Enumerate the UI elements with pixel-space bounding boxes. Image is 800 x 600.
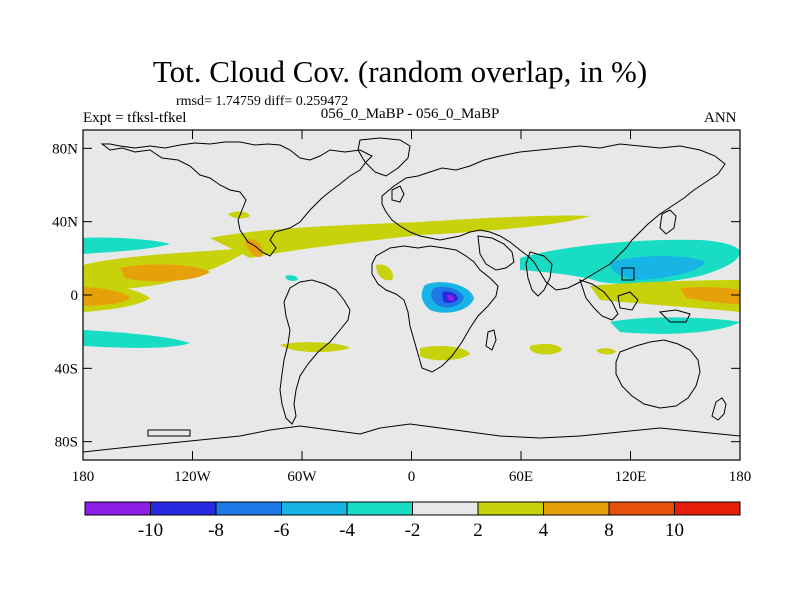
colorbar-label: 4 [539,520,549,541]
colorbar-swatch-6 [477,501,544,516]
anomaly-contours [83,211,740,361]
lat-tick-label: 0 [71,288,79,304]
colorbar-label: -4 [339,520,355,541]
colorbar-label: -10 [138,520,163,541]
colorbar-label: 10 [665,520,684,541]
colorbar-swatch-7 [543,501,610,516]
lon-tick-label: 120E [615,469,647,485]
lat-tick-label: 40N [52,215,78,231]
anomaly-eq-east-strong [680,287,740,304]
colorbar-swatch-3 [281,501,348,516]
colorbar-swatch-9 [674,501,741,516]
anomaly-pacific-west-strong [120,264,210,282]
antarctica-coast [83,423,740,453]
page-title: Tot. Cloud Cov. (random overlap, in %) [152,54,648,89]
anomaly-africa-neg-center [447,294,455,301]
anomaly-southern-dot [596,348,616,355]
case-label: 056_0_MaBP - 056_0_MaBP [320,106,500,122]
lon-tick-label: 60E [509,469,533,485]
anomaly-north-pac-dot [228,211,250,219]
anomaly-southeast-pacific [280,342,350,353]
colorbar-swatch-4 [346,501,413,516]
experiment-label: Expt = tfksl-tfkel [83,110,187,126]
colorbar-swatch-5 [412,501,479,516]
uk-coast [391,185,405,203]
colorbar: -10 -8 -6 -4 -2 2 4 8 10 [84,501,741,541]
season-label: ANN [704,110,737,126]
colorbar-label: -6 [274,520,290,541]
lon-tick-label: 180 [72,469,95,485]
anomaly-americas-strong [245,239,263,258]
lon-tick-label: 180 [729,469,752,485]
lon-tick-label: 0 [408,469,416,485]
anomaly-pacific-west-neg [83,237,170,254]
colorbar-swatch-2 [215,501,282,516]
lon-tick-label: 60W [287,469,317,485]
stats-text: rmsd= 1.74759 diff= 0.259472 [176,94,349,109]
lon-tick-label: 120W [174,469,212,485]
colorbar-label: -8 [208,520,224,541]
japan-coast [659,209,677,235]
colorbar-swatch-0 [84,501,151,516]
ross-sea-box [147,429,191,437]
new-guinea-coast [658,309,691,323]
colorbar-label: 8 [604,520,614,541]
africa-coast [371,245,499,373]
colorbar-label: 2 [473,520,483,541]
anomaly-south-pacific [83,330,190,348]
australia-coast [615,339,701,409]
anomaly-southern-indian [530,343,562,355]
lat-tick-label: 80N [52,141,78,157]
se-asia-coast [579,279,619,321]
borneo-coast [617,291,639,311]
anomaly-south-atlantic [420,346,470,361]
arabia-coast [477,235,515,271]
anomaly-atlantic-band [210,215,590,258]
north-america-coast [100,141,373,257]
colorbar-swatch-1 [150,501,217,516]
coastlines [83,137,740,453]
lat-tick-label: 80S [55,435,78,451]
india-coast [525,251,553,297]
madagascar-coast [485,329,497,351]
anomaly-pacific-eq-strong [83,287,130,306]
eurasia-coast [381,143,726,291]
colorbar-swatch-8 [608,501,675,516]
south-america-coast [279,279,351,425]
philippines-box [621,267,635,281]
greenland-coast [357,137,411,177]
new-zealand-coast [711,397,727,421]
anomaly-south-pacific-east [610,317,740,334]
colorbar-label: -2 [405,520,421,541]
lat-tick-label: 40S [55,361,78,377]
axis-ticks: 180 120W 60W 0 60E 120E 180 80N 40N 0 40S 80S [52,130,751,485]
anomaly-pacific-small-neg [285,275,298,281]
anomaly-africa-pos [376,264,393,281]
